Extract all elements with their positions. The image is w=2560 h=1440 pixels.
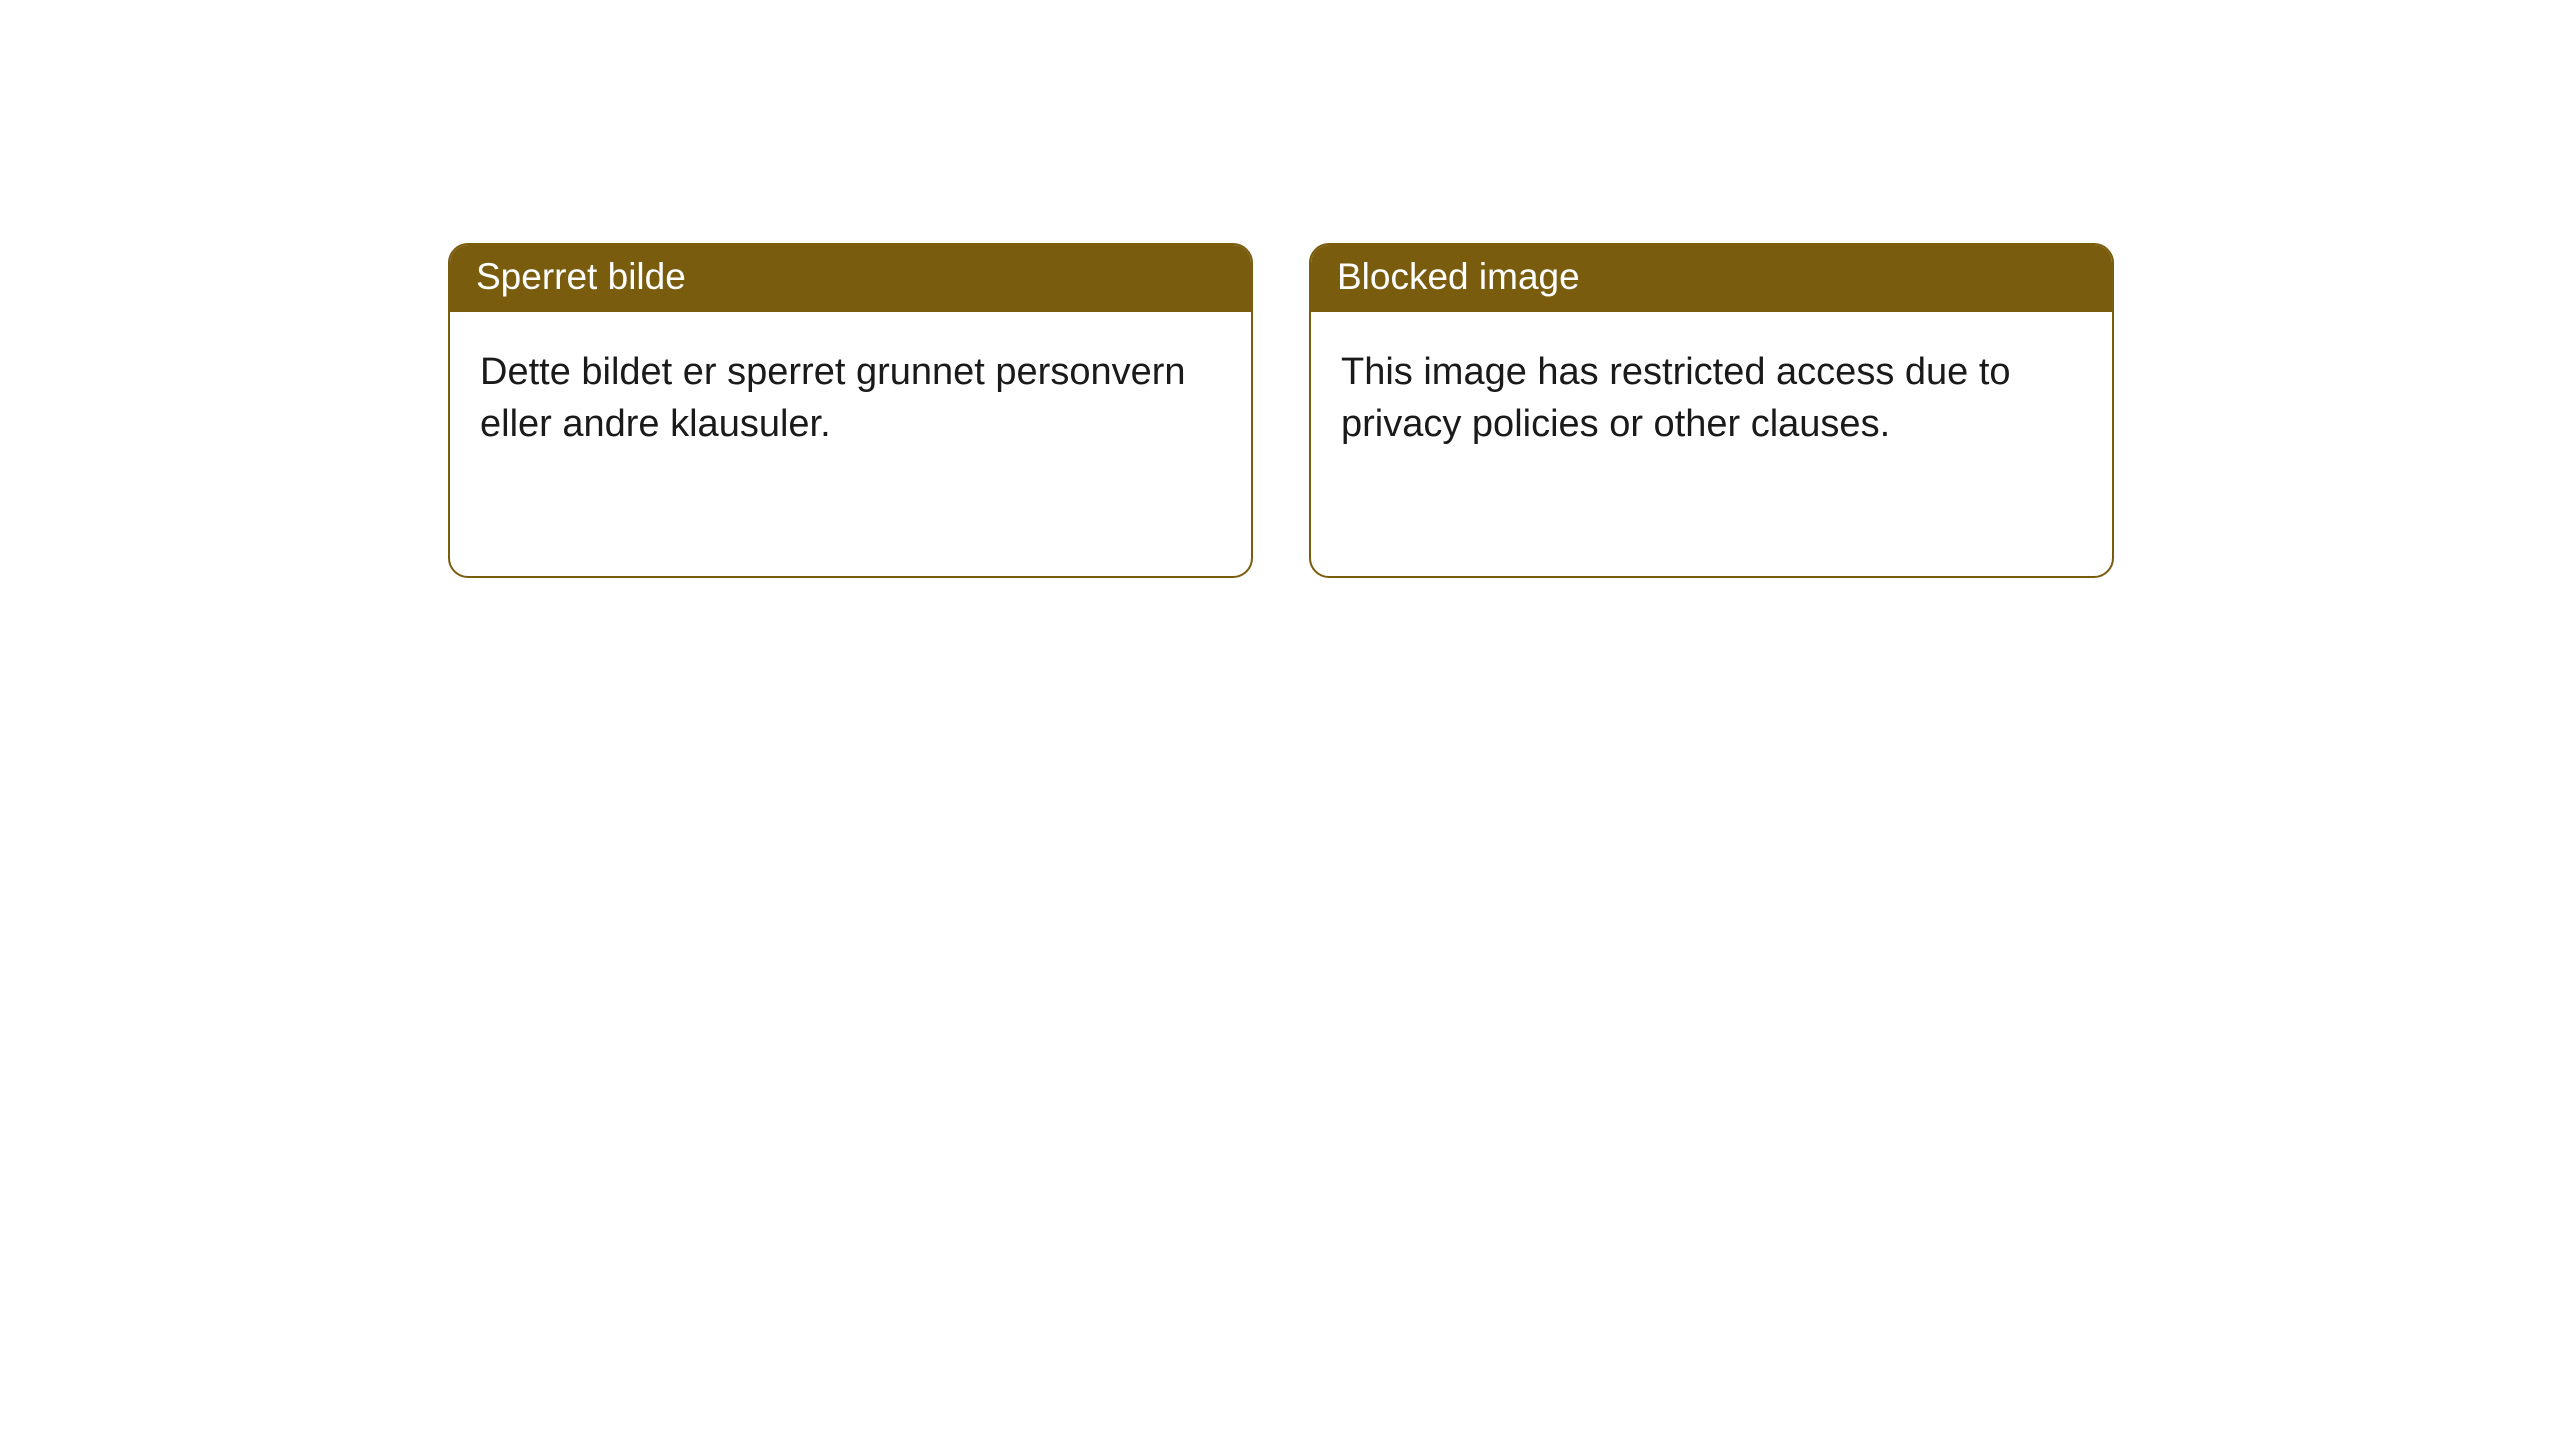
notice-card-norwegian: Sperret bilde Dette bildet er sperret gr… xyxy=(448,243,1253,578)
notice-cards-container: Sperret bilde Dette bildet er sperret gr… xyxy=(0,0,2560,578)
card-body: This image has restricted access due to … xyxy=(1311,312,2112,476)
card-header: Blocked image xyxy=(1311,245,2112,312)
notice-card-english: Blocked image This image has restricted … xyxy=(1309,243,2114,578)
card-body: Dette bildet er sperret grunnet personve… xyxy=(450,312,1251,476)
card-header: Sperret bilde xyxy=(450,245,1251,312)
